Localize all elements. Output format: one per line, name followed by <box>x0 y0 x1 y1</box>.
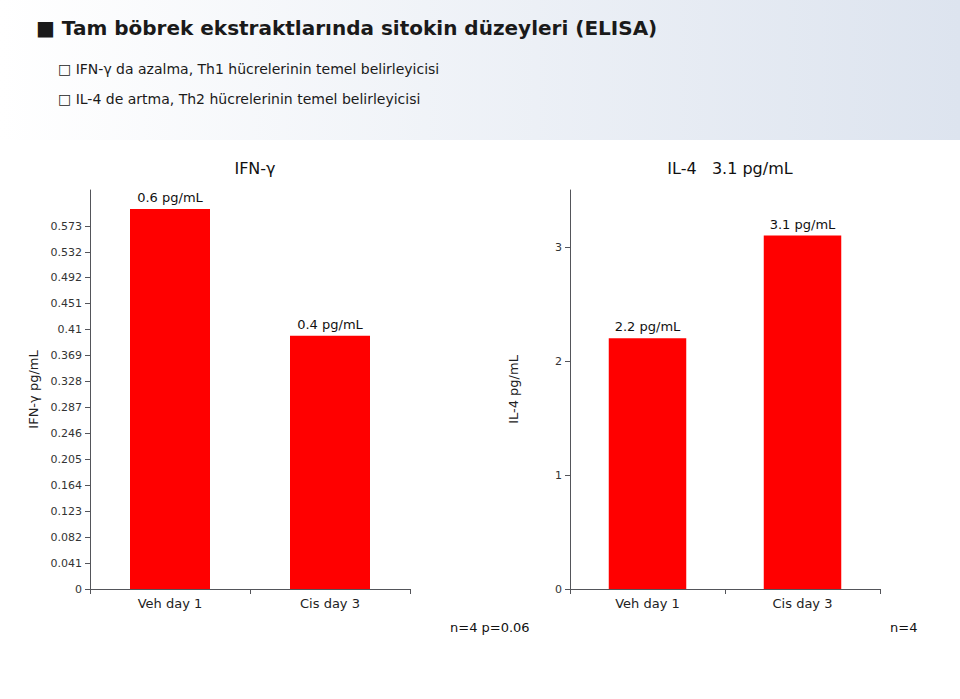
svg-text:3: 3 <box>555 241 562 254</box>
svg-text:0.246: 0.246 <box>51 427 83 440</box>
svg-text:0.369: 0.369 <box>51 349 83 362</box>
svg-text:0.4 pg/mL: 0.4 pg/mL <box>297 317 363 332</box>
svg-text:0.328: 0.328 <box>51 375 83 388</box>
svg-text:n=4: n=4 <box>890 620 917 635</box>
svg-text:3.1 pg/mL: 3.1 pg/mL <box>770 217 836 232</box>
svg-text:0.123: 0.123 <box>51 505 83 518</box>
svg-text:0.082: 0.082 <box>51 531 83 544</box>
svg-text:0.287: 0.287 <box>51 401 83 414</box>
svg-text:0.492: 0.492 <box>51 271 83 284</box>
svg-text:0.573: 0.573 <box>51 220 83 233</box>
svg-text:IL-4 pg/mL: IL-4 pg/mL <box>506 354 521 423</box>
svg-text:1: 1 <box>555 469 562 482</box>
svg-text:□ IFN-γ da azalma, Th1 hücrele: □ IFN-γ da azalma, Th1 hücrelerinin teme… <box>58 61 439 77</box>
svg-text:Cis day 3: Cis day 3 <box>773 596 833 611</box>
svg-text:0: 0 <box>555 583 562 596</box>
svg-text:□ IL-4 de artma, Th2 hücreleri: □ IL-4 de artma, Th2 hücrelerinin temel … <box>58 91 420 107</box>
svg-text:0.41: 0.41 <box>58 323 83 336</box>
svg-text:IFN-γ pg/mL: IFN-γ pg/mL <box>26 350 41 429</box>
svg-text:IL-4 3.1 pg/mL: IL-4 3.1 pg/mL <box>667 159 792 178</box>
svg-text:0.532: 0.532 <box>51 246 83 259</box>
svg-text:0.6 pg/mL: 0.6 pg/mL <box>137 190 203 205</box>
svg-text:0.205: 0.205 <box>51 453 83 466</box>
svg-text:0: 0 <box>75 583 82 596</box>
svg-text:2.2 pg/mL: 2.2 pg/mL <box>615 319 681 334</box>
svg-text:0.164: 0.164 <box>51 479 83 492</box>
svg-text:Veh day 1: Veh day 1 <box>615 596 680 611</box>
svg-text:0.041: 0.041 <box>51 557 83 570</box>
svg-text:■ Tam böbrek ekstraktlarında s: ■ Tam böbrek ekstraktlarında sitokin düz… <box>36 16 657 40</box>
svg-text:2: 2 <box>555 355 562 368</box>
svg-text:n=4 p=0.06: n=4 p=0.06 <box>450 620 530 635</box>
svg-text:Veh day 1: Veh day 1 <box>138 596 203 611</box>
svg-text:IFN-γ: IFN-γ <box>234 159 275 178</box>
svg-text:0.451: 0.451 <box>51 297 83 310</box>
svg-text:Cis day 3: Cis day 3 <box>300 596 360 611</box>
